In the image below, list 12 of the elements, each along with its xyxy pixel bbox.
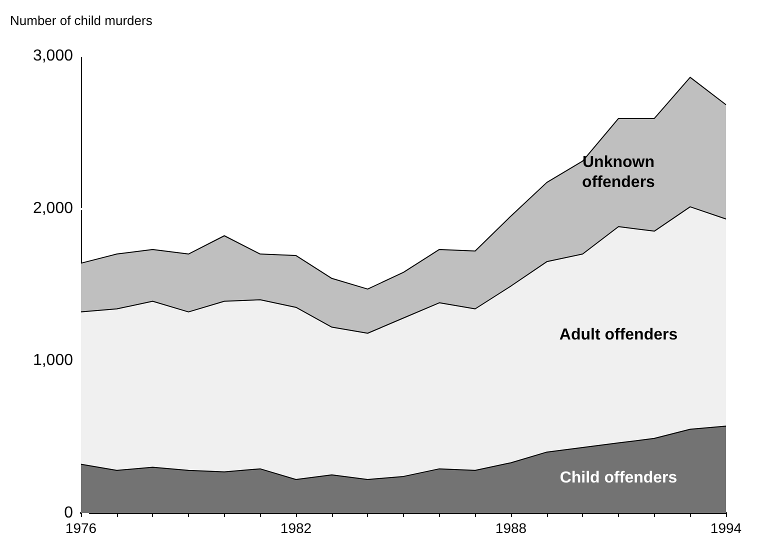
y-tick-label: 0: [64, 504, 74, 522]
y-tick-label: 1,000: [32, 352, 74, 370]
y-tick-label: 2,000: [32, 200, 74, 217]
x-tick-label: 1988: [495, 520, 527, 536]
x-tick-label: 1976: [65, 520, 97, 536]
y-axis-title: Number of child murders: [10, 13, 153, 28]
y-tick-label: 3,000: [32, 48, 74, 64]
series-label: Child offenders: [560, 469, 678, 486]
x-tick-label: 1994: [710, 520, 742, 536]
series-label: Adult offenders: [559, 326, 678, 344]
x-tick-label: 1982: [280, 520, 312, 536]
series-label: Unknown offenders: [582, 154, 656, 192]
